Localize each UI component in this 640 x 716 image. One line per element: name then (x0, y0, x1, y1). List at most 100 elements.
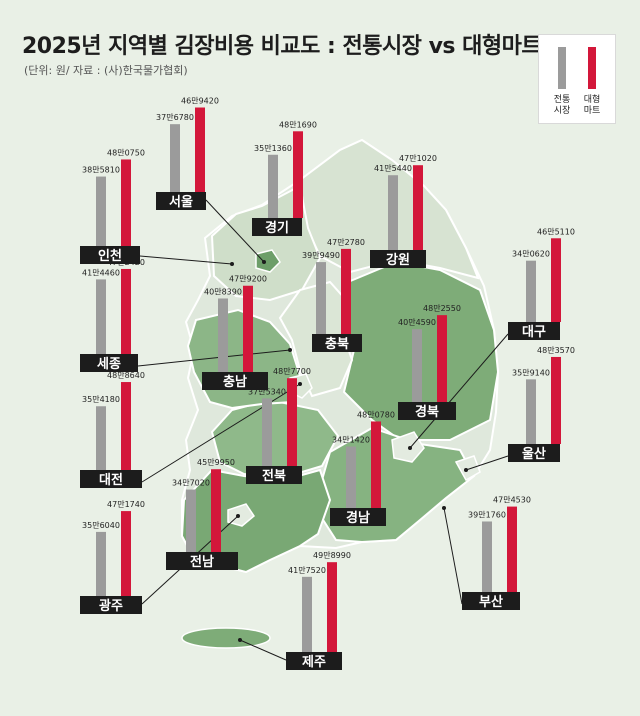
region-label-box (202, 372, 268, 390)
bar-traditional (526, 379, 536, 444)
leader-line (139, 255, 233, 265)
value-label-traditional: 34만7020 (172, 479, 210, 488)
seoul-region-shape (255, 249, 281, 273)
bar-group-16: 41만7520 49만8990 (288, 551, 351, 652)
legend-swatch-traditional (558, 47, 566, 89)
value-label-mart: 47만1740 (107, 500, 145, 509)
region-name: 충북 (325, 336, 349, 352)
bar-mart (437, 315, 447, 402)
region-name: 광주 (99, 599, 123, 614)
region-label-box (312, 334, 362, 352)
daegu-region-shape (391, 431, 425, 463)
jeju-island-shape (181, 627, 271, 649)
bar-group-14: 34만7020 45만9950 (172, 458, 235, 552)
bar-traditional (388, 175, 398, 250)
region-name: 대전 (99, 472, 123, 488)
leader-line (239, 639, 287, 661)
value-label-mart: 46만9420 (181, 97, 219, 106)
value-label-traditional: 39만1760 (468, 510, 506, 519)
source-note: (단위: 원/ 자료 : (사)한국물가협회) (24, 64, 188, 77)
bar-mart (371, 421, 381, 508)
region-label-box (330, 508, 386, 526)
bar-traditional (96, 406, 106, 470)
bar-group-1: 35만1360 48만1690 (254, 120, 317, 218)
legend-label-traditional: 전통 시장 (553, 95, 571, 116)
region-label-box (370, 250, 426, 268)
value-label-traditional: 37만5340 (248, 387, 286, 396)
bar-traditional (268, 154, 278, 218)
bar-traditional (526, 260, 536, 322)
value-label-mart: 49만8990 (313, 551, 351, 560)
leader-dot (464, 468, 468, 472)
region-label-box (286, 652, 342, 670)
bar-groups: 37만6780 46만9420 35만1360 48만1690 38만5810 48만07… (82, 97, 575, 652)
value-label-mart: 48만0780 (357, 410, 395, 419)
region-name: 경북 (415, 404, 439, 420)
value-label-traditional: 35만9140 (512, 368, 550, 377)
leader-line (409, 333, 509, 449)
value-label-traditional: 35만1360 (254, 144, 292, 153)
leader-dot (298, 382, 302, 386)
bar-group-6: 40만8390 47만9200 (204, 275, 267, 372)
region-name: 제주 (302, 655, 326, 670)
region-name: 부산 (479, 594, 503, 610)
value-label-traditional: 35만4180 (82, 395, 120, 404)
bar-mart (551, 238, 561, 322)
bar-mart (507, 506, 517, 592)
bar-mart (121, 159, 131, 246)
value-label-traditional: 37만6780 (156, 113, 194, 122)
region-label-box (246, 466, 302, 484)
bar-traditional (482, 521, 492, 592)
bar-traditional (96, 176, 106, 246)
bar-mart (293, 131, 303, 218)
value-label-mart: 46만5110 (537, 227, 575, 236)
leader-line (443, 507, 463, 605)
region-name: 울산 (522, 446, 546, 462)
value-label-traditional: 41만5440 (374, 164, 412, 173)
bar-mart (243, 285, 253, 372)
bar-mart (551, 356, 561, 444)
region-label-box (508, 444, 560, 462)
bar-traditional (218, 298, 228, 372)
leader-line (465, 455, 509, 471)
value-label-traditional: 41만7520 (288, 566, 326, 575)
value-label-traditional: 34만0620 (512, 250, 550, 259)
bar-mart (287, 378, 297, 466)
leader-dot (230, 262, 234, 266)
region-label-box (508, 322, 560, 340)
bar-traditional (186, 489, 196, 552)
region-name: 인천 (98, 248, 122, 264)
bar-mart (327, 562, 337, 652)
region-label-box (80, 596, 142, 614)
bar-group-0: 37만6780 46만9420 (156, 97, 219, 192)
leader-dot (262, 260, 266, 264)
region-name: 경남 (346, 510, 370, 526)
bar-group-7: 34만0620 46만5110 (512, 227, 575, 322)
leader-dot (238, 638, 242, 642)
value-label-mart: 48만1690 (279, 120, 317, 129)
bar-traditional (316, 262, 326, 334)
region-name: 전남 (190, 554, 214, 570)
bar-group-8: 40만4590 48만2550 (398, 304, 461, 402)
value-label-traditional: 40만8390 (204, 287, 242, 296)
bar-group-12: 34만1420 48만0780 (332, 410, 395, 508)
value-label-traditional: 39만9490 (302, 251, 340, 260)
value-label-traditional: 35만6040 (82, 521, 120, 530)
leader-line (205, 199, 265, 263)
value-label-mart: 48만8640 (107, 371, 145, 380)
bar-traditional (96, 279, 106, 354)
legend-label-mart: 대형 마트 (583, 95, 601, 116)
region-name: 강원 (386, 252, 410, 268)
bar-group-15: 39만1760 47만4530 (468, 496, 531, 592)
region-name: 대구 (522, 325, 546, 340)
bar-traditional (96, 531, 106, 596)
leader-line (141, 383, 301, 483)
value-label-mart: 47만9200 (229, 275, 267, 284)
leader-dot (408, 446, 412, 450)
region-name: 전북 (262, 468, 286, 484)
page-title: 2025년 지역별 김장비용 비교도 : 전통시장 vs 대형마트 (22, 34, 542, 59)
bar-mart (211, 469, 221, 552)
bar-traditional (262, 398, 272, 466)
region-name: 충남 (223, 374, 247, 390)
